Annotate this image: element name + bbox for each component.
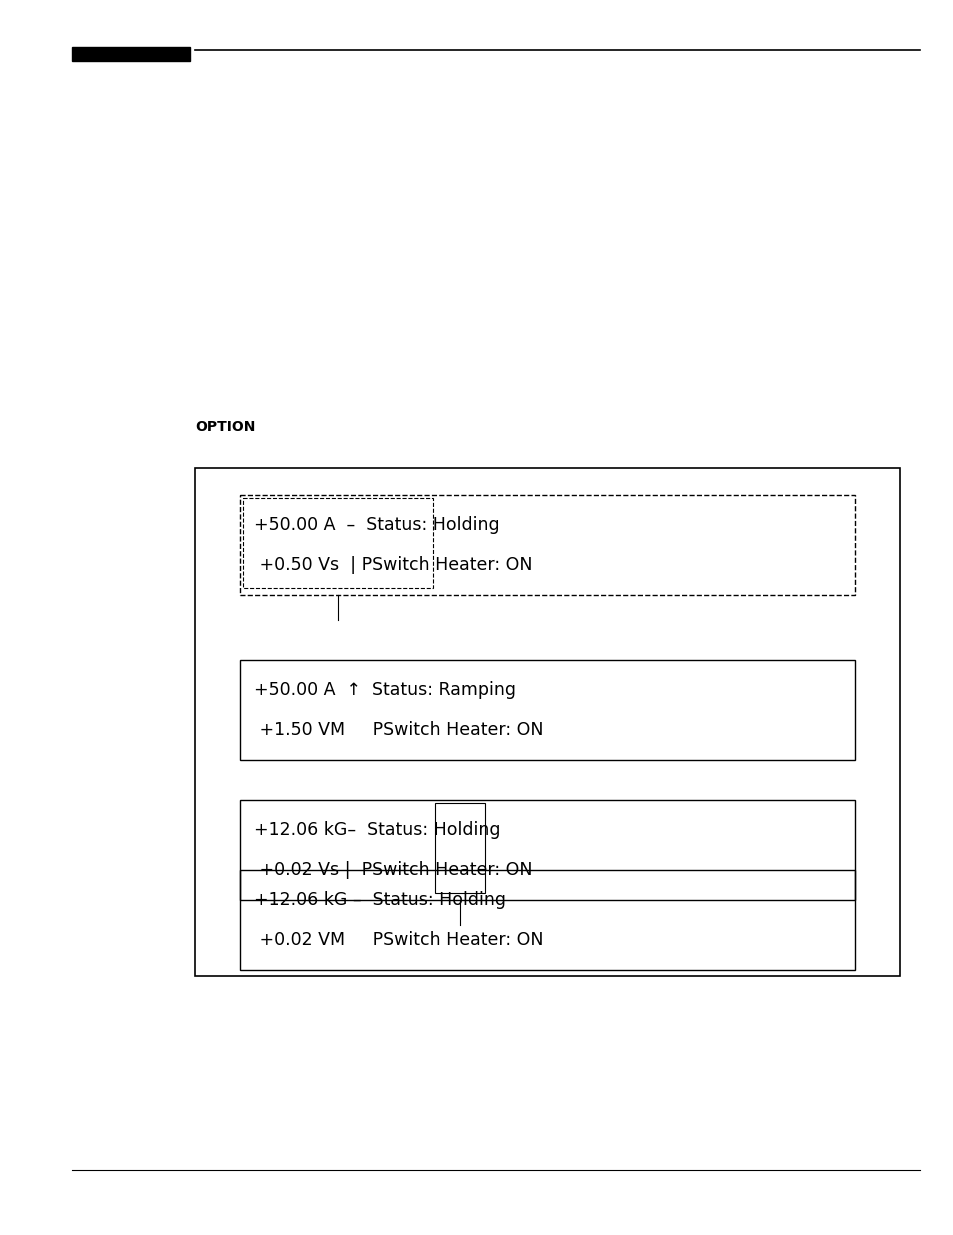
Bar <box>240 659 854 760</box>
Text: +12.06 kG–  Status: Holding: +12.06 kG– Status: Holding <box>253 821 500 839</box>
Text: +0.02 Vs |  PSwitch Heater: ON: +0.02 Vs | PSwitch Heater: ON <box>253 861 532 879</box>
Text: +1.50 VM     PSwitch Heater: ON: +1.50 VM PSwitch Heater: ON <box>253 721 543 739</box>
Text: +12.06 kG –  Status: Holding: +12.06 kG – Status: Holding <box>253 890 505 909</box>
Text: +50.00 A  ↑  Status: Ramping: +50.00 A ↑ Status: Ramping <box>253 680 516 699</box>
Bar <box>240 495 854 595</box>
Text: OPTION: OPTION <box>194 420 255 433</box>
Bar <box>243 498 433 588</box>
Text: +50.00 A  –  Status: Holding: +50.00 A – Status: Holding <box>253 516 499 534</box>
Bar <box>240 800 854 900</box>
Text: +0.02 VM     PSwitch Heater: ON: +0.02 VM PSwitch Heater: ON <box>253 931 543 948</box>
Bar <box>240 869 854 969</box>
Bar <box>194 468 899 976</box>
Text: +0.50 Vs  | PSwitch Heater: ON: +0.50 Vs | PSwitch Heater: ON <box>253 556 532 574</box>
Bar <box>71 47 190 61</box>
Bar <box>435 803 484 893</box>
